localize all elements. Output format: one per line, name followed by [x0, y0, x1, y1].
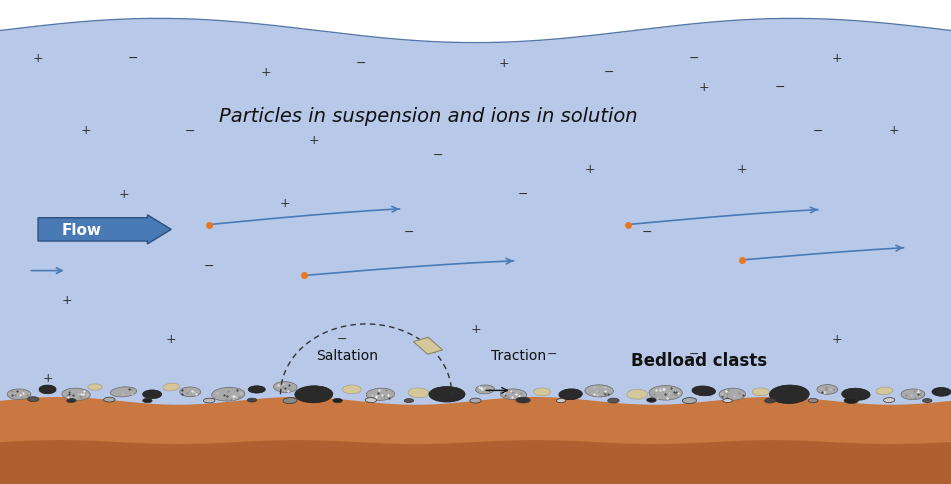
- Text: −: −: [517, 187, 529, 200]
- Text: −: −: [641, 226, 652, 239]
- Text: +: +: [80, 124, 91, 137]
- Ellipse shape: [429, 387, 465, 402]
- Ellipse shape: [534, 388, 551, 396]
- Text: +: +: [831, 52, 843, 64]
- Text: +: +: [698, 81, 709, 93]
- Ellipse shape: [163, 383, 180, 391]
- Ellipse shape: [476, 385, 495, 394]
- FancyArrow shape: [38, 215, 171, 244]
- Polygon shape: [414, 338, 442, 354]
- Ellipse shape: [366, 388, 395, 401]
- Ellipse shape: [556, 399, 566, 403]
- Text: +: +: [888, 124, 900, 137]
- Text: +: +: [470, 323, 481, 335]
- Ellipse shape: [247, 398, 257, 402]
- Ellipse shape: [104, 397, 115, 402]
- Ellipse shape: [28, 397, 39, 402]
- Text: −: −: [337, 333, 348, 345]
- Text: +: +: [498, 57, 510, 69]
- Ellipse shape: [39, 385, 56, 394]
- Ellipse shape: [842, 388, 870, 401]
- Ellipse shape: [274, 382, 297, 393]
- Text: +: +: [584, 163, 595, 176]
- Ellipse shape: [204, 398, 215, 403]
- Ellipse shape: [719, 388, 746, 401]
- Text: +: +: [261, 66, 272, 79]
- Text: Traction: Traction: [491, 349, 546, 363]
- Ellipse shape: [470, 398, 481, 403]
- Text: −: −: [356, 57, 367, 69]
- Text: −: −: [403, 226, 415, 239]
- Text: −: −: [812, 124, 824, 137]
- Ellipse shape: [7, 389, 30, 400]
- Ellipse shape: [883, 398, 895, 403]
- Ellipse shape: [143, 398, 152, 403]
- Text: +: +: [118, 187, 129, 200]
- Ellipse shape: [88, 384, 103, 390]
- Ellipse shape: [765, 398, 776, 403]
- Ellipse shape: [500, 389, 527, 400]
- Ellipse shape: [67, 399, 76, 403]
- Text: Bedload clasts: Bedload clasts: [631, 351, 767, 370]
- Text: −: −: [774, 81, 786, 93]
- Text: +: +: [165, 333, 177, 345]
- Text: −: −: [184, 124, 196, 137]
- Ellipse shape: [817, 385, 838, 394]
- Text: −: −: [603, 66, 614, 79]
- Ellipse shape: [608, 398, 619, 403]
- Ellipse shape: [808, 399, 818, 403]
- Text: Particles in suspension and ions in solution: Particles in suspension and ions in solu…: [219, 106, 637, 126]
- Text: +: +: [280, 197, 291, 210]
- Ellipse shape: [365, 398, 377, 403]
- Ellipse shape: [649, 386, 682, 400]
- Ellipse shape: [901, 389, 924, 400]
- Ellipse shape: [404, 399, 414, 403]
- Ellipse shape: [248, 386, 265, 393]
- Ellipse shape: [559, 389, 582, 400]
- Ellipse shape: [692, 386, 715, 396]
- Text: +: +: [42, 371, 53, 384]
- Ellipse shape: [844, 398, 858, 404]
- Ellipse shape: [932, 388, 951, 396]
- Text: −: −: [689, 347, 700, 360]
- Text: −: −: [432, 149, 443, 161]
- Ellipse shape: [585, 385, 613, 397]
- Text: Saltation: Saltation: [316, 349, 378, 363]
- Text: +: +: [32, 52, 44, 64]
- Ellipse shape: [922, 399, 932, 403]
- Ellipse shape: [408, 388, 429, 398]
- Ellipse shape: [283, 398, 297, 404]
- Text: +: +: [831, 333, 843, 345]
- Ellipse shape: [876, 387, 893, 395]
- Text: +: +: [736, 163, 747, 176]
- Ellipse shape: [333, 399, 342, 403]
- Ellipse shape: [769, 385, 809, 404]
- Text: −: −: [546, 347, 557, 360]
- Text: −: −: [204, 260, 215, 272]
- Text: +: +: [61, 294, 72, 306]
- Ellipse shape: [62, 388, 90, 401]
- Ellipse shape: [180, 387, 201, 397]
- Ellipse shape: [752, 388, 769, 396]
- Ellipse shape: [110, 387, 137, 397]
- Text: −: −: [127, 52, 139, 64]
- Ellipse shape: [683, 398, 696, 404]
- Ellipse shape: [295, 386, 333, 403]
- Text: +: +: [308, 134, 320, 147]
- Ellipse shape: [212, 388, 244, 401]
- Text: Flow: Flow: [62, 223, 102, 237]
- Ellipse shape: [143, 390, 162, 399]
- Ellipse shape: [647, 398, 656, 403]
- Ellipse shape: [723, 399, 732, 403]
- Ellipse shape: [516, 397, 530, 403]
- Ellipse shape: [627, 390, 648, 399]
- Ellipse shape: [342, 385, 361, 394]
- Text: −: −: [689, 52, 700, 64]
